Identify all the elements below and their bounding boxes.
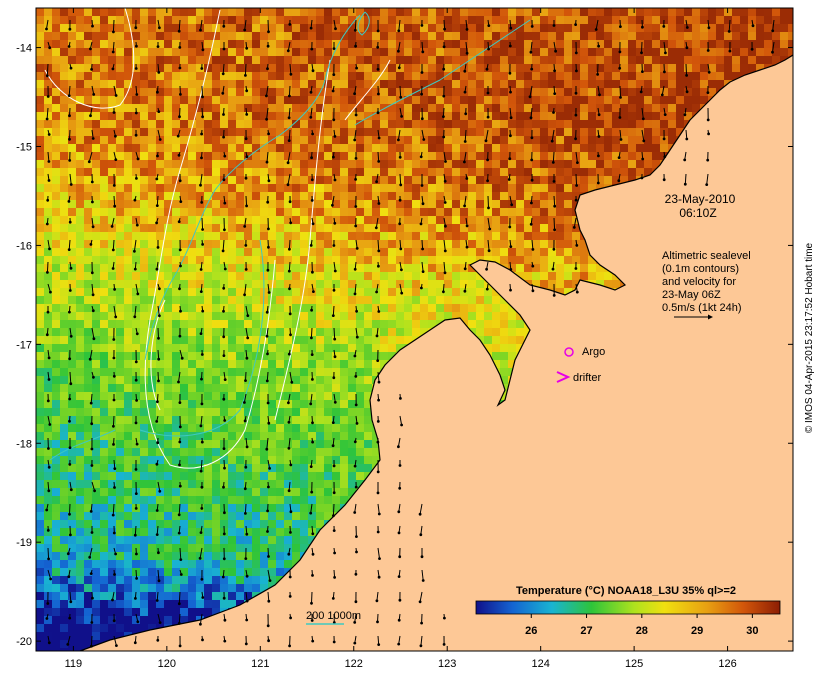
legend-line-3: and velocity for	[662, 276, 736, 288]
colorbar	[475, 600, 781, 615]
colorbar-tick-label: 28	[636, 625, 648, 637]
sst-layer	[36, 8, 793, 651]
colorbar-tick-label: 27	[580, 625, 592, 637]
lon-tick-label: 123	[438, 658, 456, 670]
lat-tick-label: -20	[16, 636, 32, 648]
lon-tick-label: 126	[718, 658, 736, 670]
colorbar-tick-label: 29	[691, 625, 703, 637]
lon-tick-label: 119	[65, 658, 83, 670]
drifter-label: drifter	[573, 372, 601, 384]
plot-frame	[35, 7, 794, 652]
sealevel-contours	[44, 8, 391, 469]
lat-tick-label: -16	[16, 240, 32, 252]
bathy-label: 200 1000m	[306, 610, 361, 622]
lat-tick-label: -17	[16, 339, 32, 351]
colorbar-tick-label: 30	[746, 625, 758, 637]
velocity-arrows	[45, 19, 775, 648]
land-mass	[80, 8, 793, 651]
longitude-axis: 119 120 121 122 123 124 125 126	[65, 8, 737, 670]
lat-tick-label: -18	[16, 438, 32, 450]
lat-tick-label: -14	[16, 43, 32, 55]
colorbar-ticks: 26 27 28 29 30	[525, 614, 758, 637]
legend-text: Altimetric sealevel (0.1m contours) and …	[662, 250, 751, 314]
date-label: 23-May-2010	[665, 192, 736, 206]
lon-tick-label: 121	[251, 658, 269, 670]
colorbar-tick-label: 26	[525, 625, 537, 637]
time-label: 06:10Z	[679, 206, 716, 220]
legend-line-5: 0.5m/s (1kt 24h)	[662, 302, 741, 314]
legend-line-4: 23-May 06Z	[662, 289, 721, 301]
argo-symbol	[564, 347, 574, 357]
lon-tick-label: 124	[531, 658, 549, 670]
drifter-symbol	[556, 371, 571, 383]
colorbar-title: Temperature (°C) NOAA18_L3U 35% ql>=2	[516, 585, 736, 597]
coastline	[79, 54, 793, 651]
bathymetry-contours	[49, 11, 531, 461]
legend-line-2: (0.1m contours)	[662, 263, 739, 275]
lon-tick-label: 122	[345, 658, 363, 670]
argo-label: Argo	[582, 346, 605, 358]
lat-tick-label: -19	[16, 537, 32, 549]
credit-text: © IMOS 04-Apr-2015 23:17:52 Hobart time	[804, 242, 815, 433]
lat-tick-label: -15	[16, 141, 32, 153]
sst-cells	[36, 8, 793, 651]
latitude-axis: -14 -15 -16 -17 -18 -19 -20	[16, 43, 793, 648]
legend-line-1: Altimetric sealevel	[662, 250, 751, 262]
lon-tick-label: 120	[158, 658, 176, 670]
lon-tick-label: 125	[625, 658, 643, 670]
